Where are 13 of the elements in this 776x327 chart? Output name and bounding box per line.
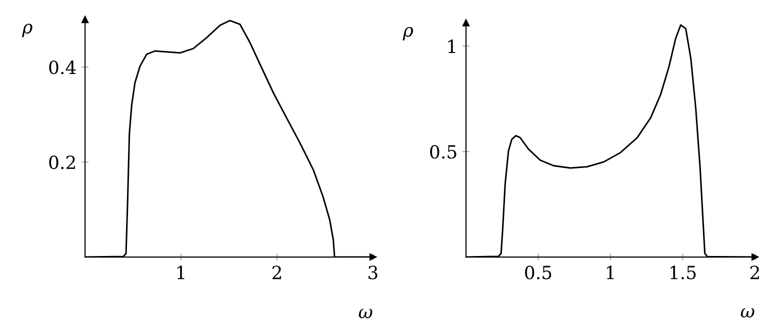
y-tick-label: 0.4 [49,60,76,74]
y-axis-title: ρ [22,24,32,38]
y-tick-label: 0.2 [49,156,75,170]
x-tick-label: 1 [177,266,184,280]
x-axis-title: ω [740,308,754,318]
x-tick-label: 1 [606,266,614,280]
x-tick-label: 2 [750,266,759,280]
x-axis-title: ω [358,308,372,318]
x-tick-label: 3 [368,266,378,280]
x-tick-label: 1.5 [670,266,696,280]
y-axis-title: ρ [402,26,414,40]
x-tick-label: 2 [272,266,281,280]
x-tick-label: 0.5 [525,266,552,280]
